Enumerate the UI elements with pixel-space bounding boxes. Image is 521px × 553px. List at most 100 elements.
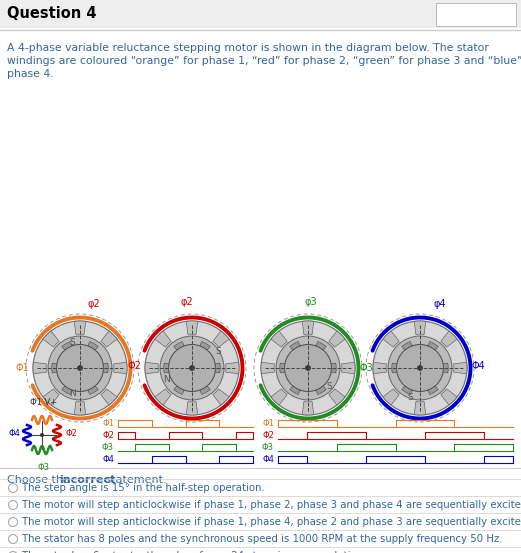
Text: Φ1 V+: Φ1 V+ — [30, 398, 57, 407]
Polygon shape — [329, 389, 345, 405]
Text: φ2: φ2 — [88, 299, 101, 309]
Circle shape — [40, 433, 44, 437]
Text: phase 4.: phase 4. — [7, 69, 54, 79]
Polygon shape — [329, 331, 345, 347]
Circle shape — [168, 345, 216, 392]
Text: Φ4: Φ4 — [8, 429, 20, 437]
Polygon shape — [103, 363, 108, 373]
Text: Φ3: Φ3 — [102, 442, 114, 451]
Text: Φ2: Φ2 — [262, 430, 274, 440]
Polygon shape — [454, 362, 467, 374]
Text: S: S — [69, 338, 75, 347]
Polygon shape — [43, 331, 59, 347]
Text: Φ4: Φ4 — [102, 455, 114, 463]
Polygon shape — [43, 389, 59, 405]
Polygon shape — [414, 321, 426, 335]
Polygon shape — [373, 362, 387, 374]
Polygon shape — [33, 362, 46, 374]
Polygon shape — [213, 389, 229, 405]
FancyBboxPatch shape — [0, 0, 521, 28]
Text: Φ4: Φ4 — [472, 361, 485, 371]
Polygon shape — [101, 389, 117, 405]
Text: Φ3: Φ3 — [38, 463, 50, 472]
Polygon shape — [414, 401, 426, 415]
Circle shape — [33, 321, 127, 415]
Polygon shape — [302, 321, 314, 335]
Polygon shape — [114, 362, 127, 374]
Text: N: N — [163, 375, 169, 384]
Text: Φ4: Φ4 — [262, 455, 274, 463]
Circle shape — [276, 336, 340, 400]
Text: φ2: φ2 — [181, 297, 193, 307]
Polygon shape — [402, 342, 412, 350]
Text: The stator has 8 poles and the synchronous speed is 1000 RPM at the supply frequ: The stator has 8 poles and the synchrono… — [22, 534, 502, 544]
Polygon shape — [75, 401, 86, 415]
Polygon shape — [316, 342, 326, 350]
Polygon shape — [62, 342, 72, 350]
Text: S: S — [215, 347, 221, 356]
Circle shape — [48, 336, 112, 400]
Circle shape — [284, 345, 331, 392]
Polygon shape — [215, 363, 220, 373]
Text: S: S — [408, 393, 414, 401]
Text: S: S — [326, 382, 332, 392]
Polygon shape — [342, 362, 355, 374]
Text: Φ1: Φ1 — [15, 363, 29, 373]
Polygon shape — [402, 386, 412, 394]
Circle shape — [78, 366, 82, 371]
Text: Φ2: Φ2 — [102, 430, 114, 440]
Circle shape — [305, 366, 311, 371]
Circle shape — [396, 345, 443, 392]
Text: The motor will step anticlockwise if phase 1, phase 2, phase 3 and phase 4 are s: The motor will step anticlockwise if pha… — [22, 500, 521, 510]
Text: Φ1: Φ1 — [262, 419, 274, 427]
Polygon shape — [316, 386, 326, 394]
Polygon shape — [62, 386, 72, 394]
Polygon shape — [302, 401, 314, 415]
Polygon shape — [155, 389, 171, 405]
Text: A 4-phase variable reluctance stepping motor is shown in the diagram below. The : A 4-phase variable reluctance stepping m… — [7, 43, 489, 53]
Polygon shape — [174, 386, 184, 394]
Text: incorrect: incorrect — [59, 475, 115, 485]
Polygon shape — [271, 331, 287, 347]
Circle shape — [261, 321, 355, 415]
Polygon shape — [174, 342, 184, 350]
Polygon shape — [280, 363, 285, 373]
Text: Question 4: Question 4 — [7, 7, 96, 22]
Polygon shape — [428, 386, 438, 394]
Text: Φ1: Φ1 — [102, 419, 114, 427]
Polygon shape — [200, 386, 210, 394]
Text: The step angle is 15° in the half-step operation.: The step angle is 15° in the half-step o… — [22, 483, 265, 493]
Text: Φ2: Φ2 — [127, 361, 141, 371]
Circle shape — [417, 366, 423, 371]
Polygon shape — [290, 342, 300, 350]
Polygon shape — [226, 362, 239, 374]
Text: The rotor has 6 rotor teeth and performs 24 steps in one revolution.: The rotor has 6 rotor teeth and performs… — [22, 551, 366, 553]
Polygon shape — [200, 342, 210, 350]
Text: statement.: statement. — [102, 475, 167, 485]
Text: Φ2: Φ2 — [66, 429, 78, 437]
Polygon shape — [155, 331, 171, 347]
Polygon shape — [88, 342, 98, 350]
Polygon shape — [290, 386, 300, 394]
Polygon shape — [271, 389, 287, 405]
Polygon shape — [392, 363, 397, 373]
Polygon shape — [164, 363, 169, 373]
Text: Φ3: Φ3 — [359, 363, 373, 373]
Polygon shape — [331, 363, 336, 373]
Circle shape — [145, 321, 239, 415]
Text: The motor will step anticlockwise if phase 1, phase 4, phase 2 and phase 3 are s: The motor will step anticlockwise if pha… — [22, 517, 521, 527]
Polygon shape — [261, 362, 275, 374]
Circle shape — [190, 366, 194, 371]
Polygon shape — [428, 342, 438, 350]
Polygon shape — [441, 389, 457, 405]
Polygon shape — [383, 331, 399, 347]
Text: Φ3: Φ3 — [262, 442, 274, 451]
Text: windings are coloured “orange” for phase 1, “red” for phase 2, “green” for phase: windings are coloured “orange” for phase… — [7, 56, 521, 66]
Polygon shape — [75, 321, 86, 335]
Circle shape — [388, 336, 452, 400]
Polygon shape — [443, 363, 448, 373]
Text: φ4: φ4 — [434, 299, 446, 309]
Circle shape — [373, 321, 467, 415]
Polygon shape — [101, 331, 117, 347]
Circle shape — [56, 345, 104, 392]
